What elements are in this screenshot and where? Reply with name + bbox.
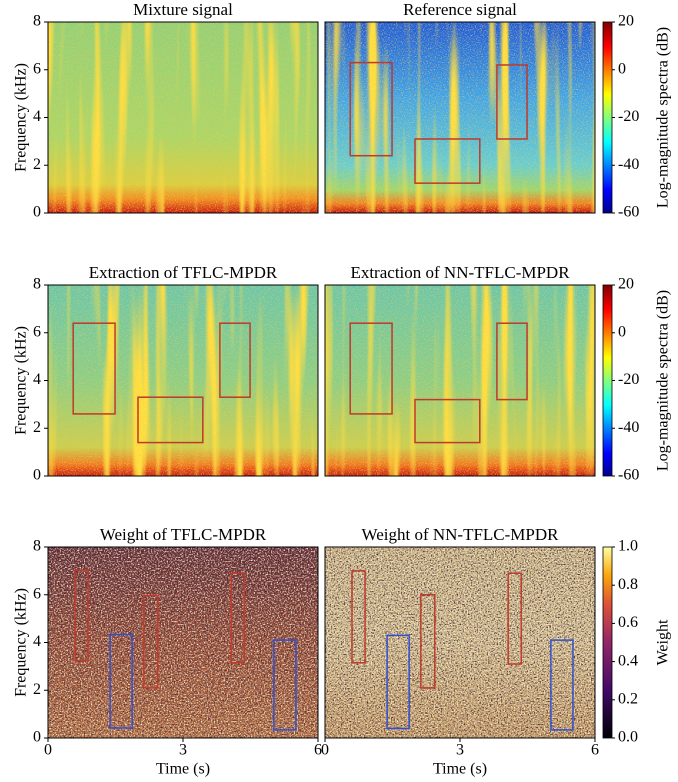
highlight-box: [72, 322, 116, 415]
colorbar-label: Log-magnitude spectra (dB): [655, 290, 672, 471]
colorbar-tick-label: 0: [618, 60, 626, 77]
colorbar-tick-label: -60: [618, 467, 639, 484]
x-axis-label: Time (s): [156, 761, 210, 777]
highlight-box: [109, 633, 133, 729]
highlight-box: [351, 570, 366, 664]
colorbar-label: Log-magnitude spectra (dB): [655, 27, 672, 208]
panel-title: Weight of TFLC-MPDR: [100, 525, 267, 544]
spectrogram-texture: [325, 285, 595, 476]
highlight-box: [230, 572, 245, 664]
y-axis-label: Frequency (kHz): [13, 63, 30, 172]
y-tick-label: 4: [33, 371, 41, 388]
y-tick-label: 6: [33, 60, 41, 77]
highlight-box: [507, 572, 522, 665]
x-tick-label: 6: [314, 742, 322, 759]
plot-frame: [324, 21, 596, 214]
highlight-box: [414, 138, 481, 184]
colorbar-tick-label: -60: [618, 204, 639, 221]
spectrogram-texture: [48, 285, 318, 476]
x-tick-label: 0: [321, 742, 329, 759]
x-tick-label: 0: [44, 742, 52, 759]
spectrogram-texture: [48, 22, 318, 213]
panel-title: Mixture signal: [133, 0, 233, 19]
highlight-box: [143, 594, 159, 689]
panel-title: Extraction of TFLC-MPDR: [89, 263, 278, 282]
colorbar-tick-label: 0.0: [618, 729, 638, 746]
x-axis-label: Time (s): [433, 761, 487, 777]
colorbar-tick-label: -20: [618, 371, 639, 388]
y-tick-label: 0: [33, 204, 41, 221]
colorbar-tick-label: -40: [618, 156, 639, 173]
highlight-box: [349, 322, 393, 415]
y-tick-label: 0: [33, 729, 41, 746]
spectrogram-texture: [48, 547, 318, 738]
panel-title: Reference signal: [403, 0, 517, 19]
y-tick-label: 2: [33, 156, 41, 173]
y-tick-label: 0: [33, 467, 41, 484]
colorbar-tick-label: 0.2: [618, 690, 638, 707]
y-tick-label: 8: [33, 276, 41, 293]
colorbar-tick-label: 0.8: [618, 576, 638, 593]
highlight-box: [386, 634, 410, 730]
highlight-box: [137, 396, 204, 444]
panel-title: Weight of NN-TFLC-MPDR: [362, 525, 560, 544]
highlight-box: [273, 639, 297, 731]
x-tick-label: 3: [456, 742, 464, 759]
colorbar-tick-label: 1.0: [618, 538, 638, 555]
colorbar: [602, 546, 613, 739]
spectrogram-texture: [325, 22, 595, 213]
plot-frame: [324, 284, 596, 477]
panel-title: Extraction of NN-TFLC-MPDR: [350, 263, 570, 282]
y-axis-label: Frequency (kHz): [13, 326, 30, 435]
colorbar-tick-label: 0: [618, 323, 626, 340]
y-tick-label: 8: [33, 13, 41, 30]
y-tick-label: 4: [33, 108, 41, 125]
highlight-box: [420, 594, 436, 689]
colorbar-tick-label: 0.4: [618, 652, 638, 669]
colorbar-tick-label: 0.6: [618, 614, 638, 631]
colorbar-tick-label: -40: [618, 419, 639, 436]
colorbar: [602, 21, 613, 214]
y-tick-label: 8: [33, 538, 41, 555]
x-tick-label: 6: [591, 742, 599, 759]
highlight-box: [550, 639, 574, 731]
y-tick-label: 4: [33, 633, 41, 650]
colorbar-tick-label: 20: [618, 276, 634, 293]
y-tick-label: 6: [33, 585, 41, 602]
spectrogram-texture: [325, 547, 595, 738]
highlight-box: [496, 322, 528, 401]
colorbar-tick-label: 20: [618, 13, 634, 30]
y-tick-label: 6: [33, 323, 41, 340]
colorbar-label: Weight: [655, 619, 672, 665]
x-tick-label: 3: [179, 742, 187, 759]
highlight-box: [219, 322, 251, 398]
y-tick-label: 2: [33, 681, 41, 698]
highlight-box: [74, 569, 89, 662]
y-axis-label: Frequency (kHz): [13, 588, 30, 697]
colorbar-tick-label: -20: [618, 108, 639, 125]
highlight-box: [414, 398, 481, 444]
colorbar: [602, 284, 613, 477]
highlight-box: [496, 64, 528, 140]
highlight-box: [349, 61, 393, 157]
y-tick-label: 2: [33, 419, 41, 436]
